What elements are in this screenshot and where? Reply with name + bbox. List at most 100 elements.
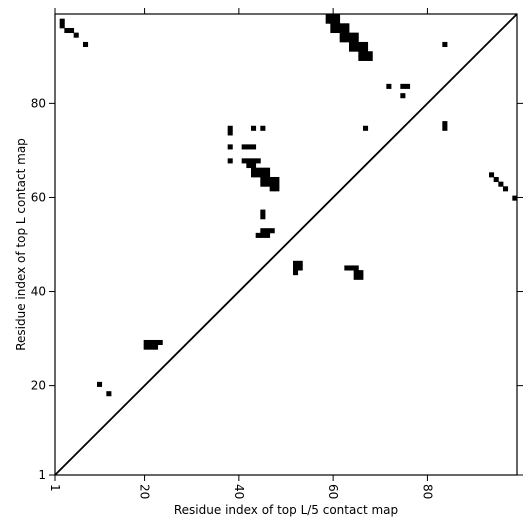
contact-cell [353,270,359,276]
contact-cell [106,391,112,397]
contact-cell [330,27,336,34]
contact-cell [353,265,359,271]
contact-cell [297,265,303,271]
contact-cell [260,125,266,131]
contact-cell [265,228,271,234]
contact-cell [339,37,345,43]
contact-cell [59,23,65,29]
y-tick-label: 1 [38,468,46,482]
contact-cell [330,14,336,20]
contact-cell [349,46,355,52]
contact-cell [335,14,341,20]
y-tick-label: 20 [31,379,46,393]
contact-cell [241,144,247,150]
contact-cell [358,41,364,47]
contact-cell [260,209,266,215]
contact-cell [442,121,448,127]
contact-cell [363,125,369,131]
contact-cell [241,158,247,164]
contact-cell [251,158,257,164]
contact-cells [59,14,518,397]
contact-cell [363,46,369,52]
contact-cell [260,176,266,183]
contact-cell [489,172,495,178]
contact-cell [255,172,261,178]
tick-labels: 1 20 40 60 80 1 20 40 60 80 [31,96,435,499]
contact-cell [260,232,266,238]
contact-cell [442,41,448,47]
contact-cell [246,163,252,169]
contact-cell [265,176,271,183]
contact-cell [353,37,359,43]
contact-cell [143,344,149,350]
contact-cell [255,158,261,164]
contact-cell [400,93,406,99]
contact-cell [349,265,355,271]
x-tick-label: 20 [138,484,152,499]
contact-cell [265,167,271,173]
contact-cell [367,51,373,57]
contact-cell [73,32,79,38]
x-tick-label: 60 [326,484,340,499]
y-tick-label: 40 [31,285,46,299]
contact-cell [358,46,364,52]
contact-cell [251,172,257,178]
contact-cell [251,163,257,169]
contact-cell [97,381,103,387]
contact-cell [405,83,411,89]
contact-cell [143,339,149,346]
contact-cell [269,176,275,183]
y-axis-label: Residue index of top L contact map [14,138,28,351]
x-axis-label: Residue index of top L/5 contact map [174,503,398,517]
contact-cell [363,41,369,47]
contact-cell [344,27,350,34]
y-tick-label: 80 [31,96,46,110]
contact-cell [83,41,89,47]
contact-cell [386,83,392,89]
contact-cell [353,274,359,280]
contact-cell [260,214,266,220]
contact-cell [260,172,266,178]
contact-cell [330,18,336,24]
contact-cell [330,23,336,29]
contact-cell [64,27,70,34]
contact-cell [344,265,350,271]
contact-cell [349,37,355,43]
contact-cell [255,232,261,238]
contact-cell [265,172,271,178]
contact-cell [335,18,341,24]
contact-cell [269,186,275,192]
contact-cell [157,339,163,346]
contact-cell [344,23,350,29]
contact-cell [344,32,350,38]
contact-cell [353,41,359,47]
contact-cell [344,37,350,43]
contact-cell [498,181,504,187]
contact-cell [325,14,331,20]
plot-frame [54,13,518,476]
contact-cell [297,260,303,266]
contact-cell [153,339,159,346]
contact-cell [339,23,345,29]
contact-cell [358,51,364,57]
contact-cell [503,186,509,192]
contact-cell [363,51,369,57]
contact-cell [493,176,499,183]
contact-cell [335,27,341,34]
contact-cell [265,181,271,187]
contact-cell [148,344,154,350]
contact-cell [353,46,359,52]
contact-cell [293,270,299,276]
contact-cell [251,167,257,173]
contact-cell [148,339,154,346]
x-tick-label: 1 [48,484,62,492]
contact-cell [269,228,275,234]
x-tick-label: 40 [232,484,246,499]
contact-cell [269,181,275,187]
contact-cell [265,232,271,238]
contact-cell [349,32,355,38]
contact-cell [442,125,448,131]
axis-ticks [49,8,523,481]
contact-cell [153,344,159,350]
